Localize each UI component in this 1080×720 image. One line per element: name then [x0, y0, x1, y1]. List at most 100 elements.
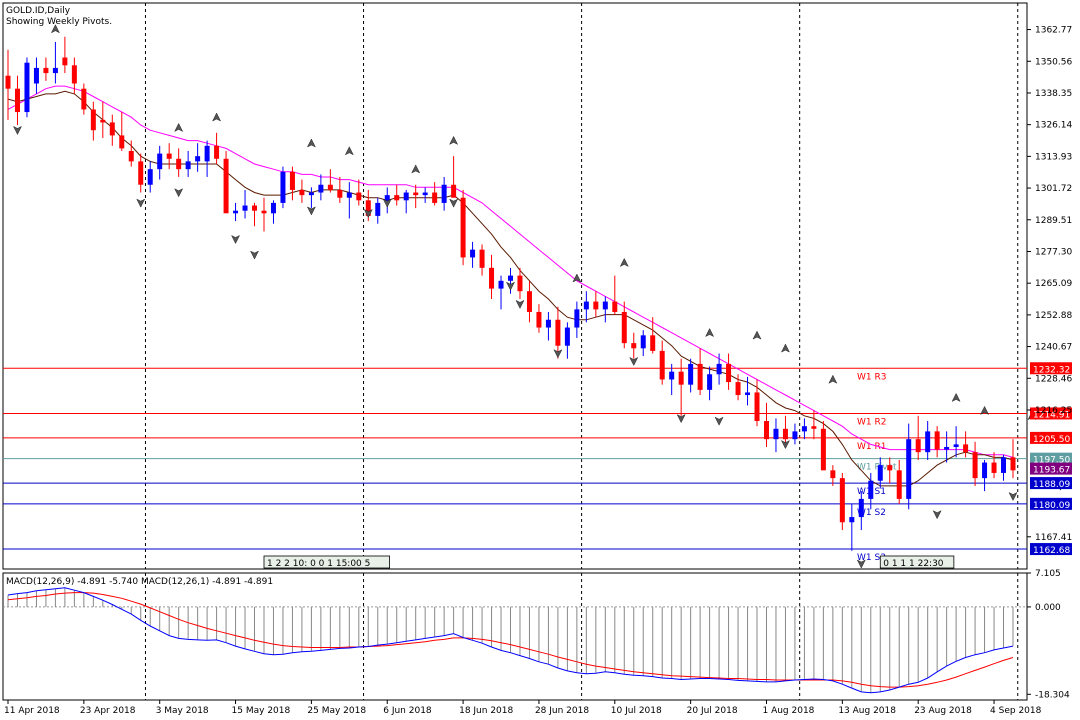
candle-body [678, 371, 684, 385]
candle-body [792, 431, 798, 440]
time-tick-label: 13 Aug 2018 [838, 706, 896, 716]
price-tag-bg [1030, 362, 1072, 375]
candle [346, 182, 352, 219]
candle-body [754, 392, 760, 422]
price-tag: 1214.91 [1030, 407, 1072, 420]
candle [716, 353, 722, 385]
macd-tick-label: 0.000 [1035, 603, 1061, 613]
time-axis: 11 Apr 2018 23 Apr 2018 3 May 2018 15 May 2… [4, 700, 1042, 716]
candle [602, 296, 608, 323]
candle-body [934, 431, 940, 450]
candle-body [394, 195, 400, 201]
candle-body [384, 195, 390, 203]
fractal-down-arrow [382, 198, 392, 208]
time-tick-label: 1 Aug 2018 [762, 706, 814, 716]
candle-body [887, 465, 893, 471]
candle-body [659, 350, 665, 380]
candle-body [982, 462, 988, 479]
pivot-level-label: W1 R3 [857, 372, 886, 382]
scroll-marker-text: 0 1 1 1 22:30 [883, 559, 944, 569]
candle-body [1010, 457, 1016, 471]
candle-body [138, 161, 144, 185]
candle-body [726, 363, 732, 383]
candle-body [432, 192, 438, 203]
candle [375, 197, 381, 224]
price-tag: 1188.09 [1030, 477, 1072, 490]
scroll-markers: 1 2 2 10: 0 0 1 15:00 5 0 1 1 1 22:30 [263, 555, 955, 569]
candle-body [62, 57, 68, 66]
fractal-up-arrow [344, 146, 354, 156]
macd-pane[interactable]: MACD(12,26,9) -4.891 -5.740 MACD(12,26,1… [2, 572, 1028, 701]
candle-body [327, 184, 333, 190]
time-tick-label: 15 May 2018 [232, 706, 291, 716]
time-tick-label: 23 Aug 2018 [914, 706, 972, 716]
candle [451, 156, 457, 198]
price-tag-label: 1232.32 [1033, 365, 1070, 375]
candle [631, 332, 637, 359]
candle [204, 140, 210, 177]
candle [470, 241, 476, 268]
candle [14, 75, 20, 126]
candle [176, 148, 182, 177]
candle [896, 459, 902, 505]
candle [963, 431, 969, 458]
macd-label: MACD(12,26,9) -4.891 -5.740 MACD(12,26,1… [6, 577, 273, 587]
pivot-level-label: W1 R1 [857, 442, 886, 452]
scroll-marker-text: 1 2 2 10: 0 0 1 15:00 5 [267, 559, 370, 569]
price-tag-label: 1197.50 [1033, 456, 1070, 466]
fractal-down-arrow [505, 281, 516, 291]
candle [356, 179, 362, 206]
candle-body [782, 428, 788, 440]
candle [214, 132, 220, 164]
price-pane-border [2, 2, 1028, 570]
candle [545, 311, 551, 341]
candle [384, 187, 390, 214]
fractal-down-arrow [856, 559, 866, 569]
ma-slow-line [7, 85, 1014, 458]
fractal-down-arrow [629, 356, 639, 367]
scroll-marker: 1 2 2 10: 0 0 1 15:00 5 [263, 555, 390, 569]
fractal-down-arrow [136, 198, 146, 208]
fractal-down-arrow [932, 510, 942, 520]
candle [441, 176, 447, 211]
chart-subtitle: Showing Weekly Pivots. [6, 17, 112, 27]
candle-body [318, 184, 324, 193]
candle [763, 402, 769, 447]
candle-body [953, 444, 959, 447]
week-separators [144, 3, 1019, 569]
candle-body [820, 428, 826, 471]
candle-body [612, 301, 618, 312]
price-tick-label: 1338.35 [1035, 89, 1072, 99]
candle-body [24, 62, 30, 113]
price-tick-label: 1228.46 [1035, 374, 1072, 384]
candle-body [688, 363, 694, 385]
candle [593, 291, 599, 318]
candle-body [119, 135, 125, 149]
price-tag-bg [1030, 497, 1072, 510]
candle-body [252, 205, 258, 211]
candle [223, 150, 229, 214]
candle [982, 459, 988, 492]
candle-body [517, 275, 523, 292]
candle [650, 317, 656, 354]
scroll-marker: 0 1 1 1 22:30 [879, 555, 955, 569]
time-tick-label: 10 Jul 2018 [611, 706, 662, 716]
candle-body [839, 478, 845, 523]
candle [621, 301, 627, 349]
candle [906, 423, 912, 510]
candle-body [811, 426, 817, 429]
price-tag-bg [1030, 477, 1072, 490]
candle [659, 340, 665, 385]
candle-body [877, 465, 883, 481]
candle [261, 197, 267, 232]
fractal-up-arrow [619, 257, 629, 267]
candle-body [214, 145, 220, 159]
candle [915, 415, 921, 460]
candle-body [14, 88, 20, 113]
pivot-level-label: W1 R2 [857, 417, 886, 427]
time-tick-label: 28 Jun 2018 [535, 706, 589, 716]
pivot-level-label: W1 S2 [857, 508, 886, 518]
current-price-tag: 1193.67 [1030, 462, 1072, 476]
